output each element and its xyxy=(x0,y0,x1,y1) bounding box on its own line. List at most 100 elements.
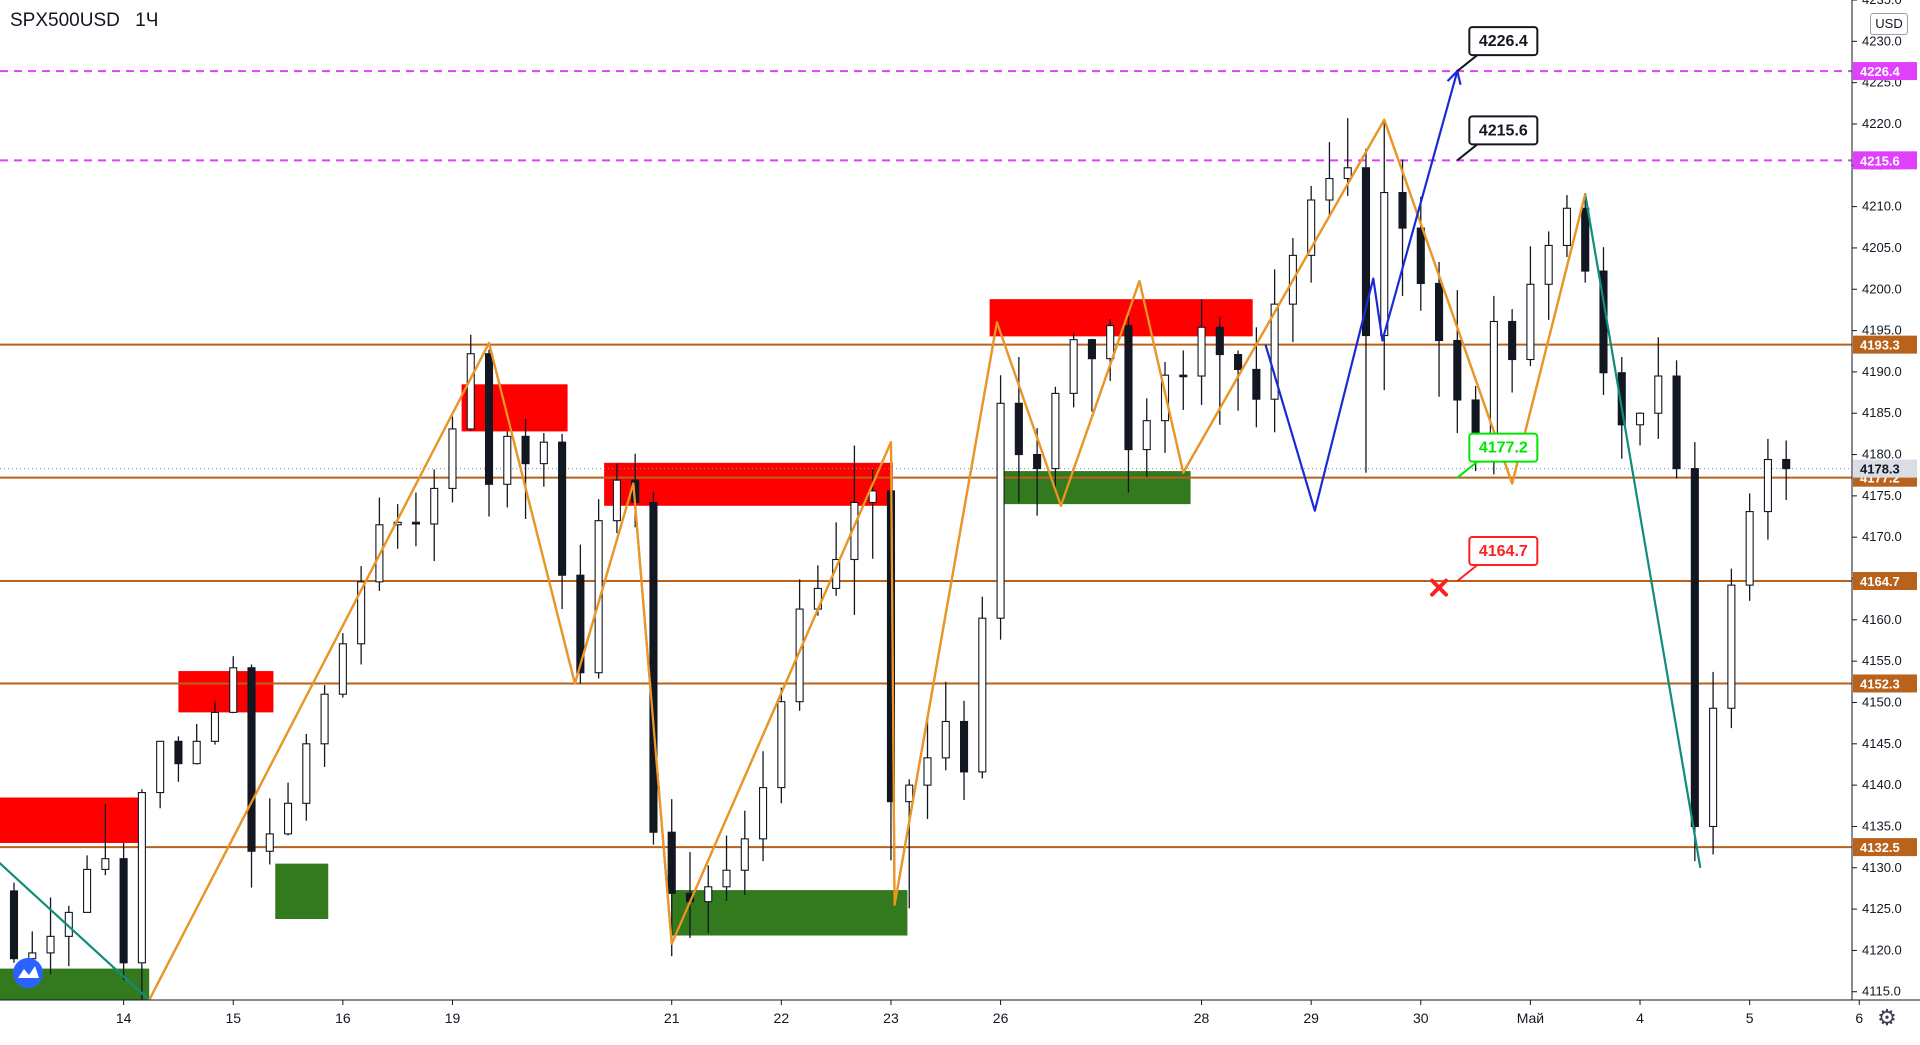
candle xyxy=(1124,325,1133,451)
time-tick-label: 16 xyxy=(335,1010,351,1026)
candle xyxy=(521,435,530,465)
price-tick-label: 4150.0 xyxy=(1862,694,1902,709)
price-tick-label: 4190.0 xyxy=(1862,364,1902,379)
candle xyxy=(1325,177,1334,201)
callout-pointer xyxy=(1456,564,1478,582)
price-tick-label: 4120.0 xyxy=(1862,942,1902,957)
stop-marker-icon xyxy=(1430,578,1449,597)
candle xyxy=(156,740,165,794)
time-tick-label: 4 xyxy=(1636,1010,1644,1026)
time-tick-label: 22 xyxy=(774,1010,790,1026)
price-tick-label: 4115.0 xyxy=(1862,984,1901,999)
price-tick-label: 4135.0 xyxy=(1862,818,1902,833)
level-tag-label: 4132.5 xyxy=(1860,840,1900,855)
candle xyxy=(868,490,877,504)
callout-pointer xyxy=(1456,54,1478,72)
candle xyxy=(1709,707,1718,827)
price-tick-label: 4145.0 xyxy=(1862,736,1902,751)
level-tag-label: 4164.7 xyxy=(1860,574,1900,589)
candle xyxy=(210,711,220,742)
time-tick-label: 15 xyxy=(225,1010,241,1026)
level-tag-label: 4152.3 xyxy=(1860,676,1900,691)
candle xyxy=(1380,192,1389,337)
time-tick-label: 14 xyxy=(116,1010,132,1026)
price-tick-label: 4220.0 xyxy=(1862,116,1902,131)
logo-mountain xyxy=(18,966,39,978)
candle xyxy=(1051,392,1060,470)
currency-label[interactable]: USD xyxy=(1870,13,1908,35)
interval-label[interactable]: 1Ч xyxy=(135,10,159,31)
supply-zone xyxy=(178,671,274,713)
logo-circle xyxy=(13,958,43,988)
time-tick-label: 21 xyxy=(664,1010,680,1026)
candle xyxy=(1343,167,1352,180)
candle xyxy=(1252,368,1261,400)
candle xyxy=(1215,326,1224,356)
candle xyxy=(1763,458,1772,513)
candle xyxy=(101,858,110,870)
demand-zone xyxy=(275,863,329,920)
price-tick-label: 4180.0 xyxy=(1862,447,1902,462)
price-tick-label: 4130.0 xyxy=(1862,860,1902,875)
time-tick-label: 29 xyxy=(1303,1010,1319,1026)
candle xyxy=(1508,320,1517,361)
candle xyxy=(283,802,293,835)
price-tick-label: 4210.0 xyxy=(1862,199,1902,214)
teal-zigzag-line xyxy=(0,118,1702,1000)
level-tag-label: 4215.6 xyxy=(1860,153,1900,168)
candle xyxy=(978,617,987,773)
plot-area: 4226.4 4215.6 4177.2 4164.7 xyxy=(0,26,1852,1000)
time-tick-label: 30 xyxy=(1413,1010,1429,1026)
symbol-label: SPX500USD xyxy=(10,10,120,31)
time-tick-label: Май xyxy=(1517,1010,1544,1026)
callout-label: 4164.7 xyxy=(1479,543,1528,560)
candle xyxy=(1526,283,1535,361)
candle xyxy=(649,501,658,833)
candle xyxy=(1544,244,1553,285)
candle xyxy=(1033,453,1042,470)
candle xyxy=(1435,282,1444,342)
candle xyxy=(1069,339,1078,394)
time-tick-label: 5 xyxy=(1746,1010,1754,1026)
candle xyxy=(430,487,439,525)
candle xyxy=(795,608,804,703)
candle xyxy=(1453,339,1462,401)
candle xyxy=(1197,326,1206,377)
price-tick-label: 4125.0 xyxy=(1862,901,1902,916)
price-tick-label: 4155.0 xyxy=(1862,653,1902,668)
last-price-tag-label: 4178.3 xyxy=(1860,462,1900,477)
candle xyxy=(119,858,128,964)
candle xyxy=(1727,584,1736,709)
candle xyxy=(1307,199,1316,256)
candle xyxy=(1690,468,1699,827)
last-price-tag xyxy=(1853,459,1917,478)
time-tick-label: 23 xyxy=(883,1010,899,1026)
callout-box xyxy=(1468,115,1539,146)
candle xyxy=(1142,420,1151,451)
candle xyxy=(759,787,768,840)
price-tick-label: 4185.0 xyxy=(1862,405,1902,420)
candle xyxy=(740,838,749,871)
callout-box xyxy=(1468,535,1539,566)
candle xyxy=(612,479,621,522)
callout-box xyxy=(1468,432,1539,463)
gear-icon[interactable]: ⚙ xyxy=(1877,1005,1897,1030)
candle xyxy=(1416,227,1425,285)
candle xyxy=(1581,207,1590,272)
demand-zone xyxy=(1002,471,1191,505)
candle xyxy=(667,831,676,894)
level-tag xyxy=(1853,571,1917,590)
symbol-title[interactable]: SPX500USD 1Ч xyxy=(10,10,168,32)
candle xyxy=(393,521,402,526)
candle xyxy=(722,869,731,888)
candle xyxy=(174,740,183,765)
level-tag xyxy=(1853,674,1917,693)
candle xyxy=(192,740,201,765)
callout-pointer xyxy=(1456,143,1478,162)
price-tick-label: 4160.0 xyxy=(1862,612,1902,627)
price-tick-label: 4195.0 xyxy=(1862,323,1902,338)
candle xyxy=(777,701,786,789)
candle xyxy=(1745,511,1754,586)
